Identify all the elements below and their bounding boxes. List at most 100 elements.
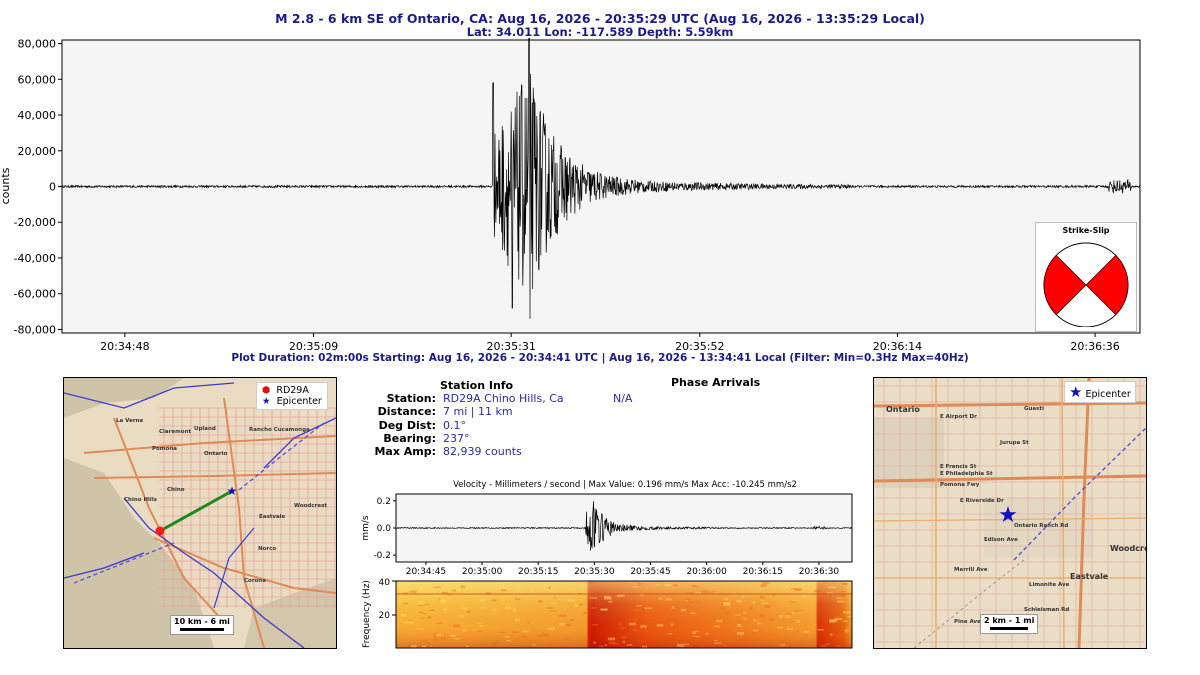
max-amp-label: Max Amp: bbox=[374, 445, 436, 459]
legend-epicenter-label: Epicenter bbox=[276, 396, 322, 407]
seismogram-xtick: 20:35:31 bbox=[486, 340, 535, 353]
station-map-scale: 10 km - 6 mi bbox=[170, 615, 234, 635]
map-place-label: Rancho Cucamonga bbox=[249, 427, 310, 433]
map-place-label: Corona bbox=[244, 578, 266, 584]
map-place-label: Ontario Ranch Rd bbox=[1014, 523, 1068, 529]
seismogram-xtick: 20:35:52 bbox=[675, 340, 724, 353]
map-place-label: Woodcrest bbox=[1110, 544, 1146, 553]
seismogram-xtick: 20:36:14 bbox=[873, 340, 922, 353]
epicenter-map-canvas: ★ Ontario E Airport Dr Guasti Jurupa St E Fr… bbox=[874, 378, 1146, 648]
seismogram-ytick: 20,000 bbox=[18, 145, 57, 158]
distance-label: Distance: bbox=[377, 405, 436, 419]
max-amp-value: 82,939 counts bbox=[443, 445, 522, 459]
plot-duration-footer: Plot Duration: 02m:00s Starting: Aug 16,… bbox=[231, 352, 969, 364]
station-label: Station: bbox=[386, 392, 436, 405]
map-place-label: Woodcrest bbox=[294, 503, 327, 509]
bearing-label: Bearing: bbox=[383, 431, 436, 445]
phase-arrivals-value: N/A bbox=[613, 392, 633, 405]
spec-ytick-20: 20 bbox=[379, 611, 391, 621]
map-place-label: Chino Hills bbox=[124, 497, 158, 503]
map-place-label: Eastvale bbox=[1070, 572, 1109, 581]
station-map[interactable]: ★ La Verne Claremont Upland Rancho Cucamong… bbox=[63, 377, 337, 649]
seismogram-xtick: 20:35:09 bbox=[289, 340, 338, 353]
station-legend-icon: ⬢ bbox=[262, 385, 271, 396]
velocity-xtick: 20:35:15 bbox=[518, 567, 558, 577]
distance-value: 7 mi | 11 km bbox=[443, 405, 513, 419]
deg-dist-value: 0.1° bbox=[443, 418, 466, 432]
map-place-label: Chino bbox=[167, 487, 185, 493]
map-place-label: Pomona bbox=[152, 446, 177, 452]
legend-station-label: RD29A bbox=[276, 385, 309, 396]
beachball-icon bbox=[1043, 242, 1129, 328]
velocity-trace bbox=[395, 501, 853, 551]
map-place-label: Pine Ave bbox=[954, 619, 981, 625]
seismogram-ytick: 0 bbox=[49, 181, 56, 194]
velocity-ytick: -0.2 bbox=[373, 551, 391, 561]
seismogram-ytick: -80,000 bbox=[14, 323, 56, 336]
epicenter-legend-icon: ★ bbox=[1069, 383, 1083, 401]
map-place-label: Pomona Fwy bbox=[940, 482, 980, 488]
map-place-label: Limonite Ave bbox=[1029, 582, 1070, 588]
epicenter-star-icon: ★ bbox=[227, 484, 238, 498]
seismogram-ytick: 80,000 bbox=[18, 38, 57, 51]
seismogram-ytick: -40,000 bbox=[14, 252, 56, 265]
map-place-label: La Verne bbox=[116, 418, 143, 424]
station-info-table: Station: RD29A Chino Hills, Ca Distance: 7… bbox=[354, 392, 564, 459]
spectrogram-chart: 40 20 Frequency (Hz) bbox=[362, 578, 853, 649]
seismogram-ytick: -20,000 bbox=[14, 216, 56, 229]
velocity-chart: 0.2 0.0 -0.2 20:34:45 20:35:00 20:35:15 20:35… bbox=[361, 493, 853, 577]
map-place-label: Jurupa St bbox=[999, 440, 1029, 446]
map-place-label: Guasti bbox=[1024, 406, 1044, 412]
station-marker-icon bbox=[155, 526, 165, 536]
seismogram-trace bbox=[61, 38, 1141, 319]
velocity-xtick: 20:36:30 bbox=[799, 567, 840, 577]
map-place-label: Edison Ave bbox=[984, 537, 1018, 543]
epicenter-map-scale-label: 2 km - 1 mi bbox=[984, 616, 1035, 625]
deg-dist-label: Deg Dist: bbox=[378, 418, 436, 432]
seismogram-ylabel: counts bbox=[0, 167, 12, 204]
map-place-label: Norco bbox=[258, 546, 276, 552]
map-place-label: Claremont bbox=[159, 429, 192, 435]
spec-ytick-40: 40 bbox=[379, 578, 391, 588]
map-place-label: E Philadelphia St bbox=[940, 471, 993, 477]
bearing-value: 237° bbox=[443, 431, 470, 445]
velocity-ylabel: mm/s bbox=[361, 515, 371, 541]
epicenter-map-legend: ★ Epicenter bbox=[1064, 381, 1136, 403]
map-place-label: E Riverside Dr bbox=[960, 498, 1004, 504]
map-place-label: Merrill Ave bbox=[954, 567, 988, 573]
focal-mechanism-label: Strike-Slip bbox=[1062, 226, 1110, 235]
map-place-label: Upland bbox=[194, 426, 216, 432]
seismogram-ytick: 40,000 bbox=[18, 109, 57, 122]
epicenter-star-icon: ★ bbox=[998, 503, 1018, 528]
map-place-label: Eastvale bbox=[259, 514, 286, 520]
spectrogram-ylabel: Frequency (Hz) bbox=[362, 580, 372, 648]
map-place-label: E Airport Dr bbox=[940, 414, 977, 420]
velocity-xtick: 20:35:00 bbox=[462, 567, 503, 577]
seismogram-ytick: -60,000 bbox=[14, 288, 56, 301]
velocity-ytick: 0.2 bbox=[377, 497, 391, 507]
map-place-label: Ontario bbox=[204, 451, 228, 457]
seismogram-xtick: 20:34:48 bbox=[100, 340, 149, 353]
map-place-label: Schleisman Rd bbox=[1024, 607, 1069, 613]
map-place-label: Ontario bbox=[886, 405, 920, 414]
epicenter-map-scale: 2 km - 1 mi bbox=[980, 614, 1039, 634]
seismogram-ytick: 60,000 bbox=[18, 73, 57, 86]
velocity-xtick: 20:34:45 bbox=[406, 567, 446, 577]
station-map-legend: ⬢ RD29A ★ Epicenter bbox=[256, 382, 328, 410]
focal-mechanism-inset: Strike-Slip bbox=[1035, 222, 1137, 332]
velocity-xtick: 20:35:45 bbox=[630, 567, 670, 577]
station-map-scale-label: 10 km - 6 mi bbox=[174, 617, 230, 626]
phase-arrivals-heading: Phase Arrivals bbox=[671, 376, 761, 389]
plot-subtitle: Lat: 34.011 Lon: -117.589 Depth: 5.59km bbox=[466, 25, 734, 39]
epicenter-legend-icon: ★ bbox=[262, 396, 271, 407]
station-value: RD29A Chino Hills, Ca bbox=[443, 392, 564, 405]
velocity-xtick: 20:36:00 bbox=[686, 567, 727, 577]
velocity-title: Velocity - Millimeters / second | Max Va… bbox=[453, 480, 797, 490]
velocity-xtick: 20:35:30 bbox=[574, 567, 615, 577]
station-info-heading: Station Info bbox=[440, 379, 514, 392]
legend-epicenter-label-right: Epicenter bbox=[1085, 389, 1131, 400]
epicenter-map[interactable]: ★ Ontario E Airport Dr Guasti Jurupa St E Fr… bbox=[873, 377, 1147, 649]
station-map-canvas: ★ La Verne Claremont Upland Rancho Cucamong… bbox=[64, 378, 336, 648]
plot-title: M 2.8 - 6 km SE of Ontario, CA: Aug 16, … bbox=[275, 11, 925, 26]
seismogram-chart: 80,000 60,000 40,000 20,000 0 -20,000 -40,000 -… bbox=[0, 38, 1141, 353]
